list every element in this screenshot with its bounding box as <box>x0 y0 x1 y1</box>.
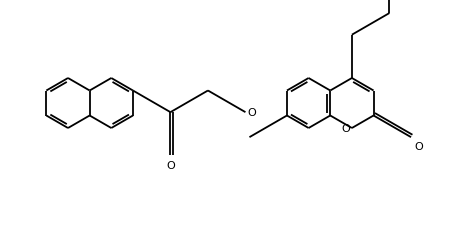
Text: O: O <box>414 142 423 152</box>
Text: O: O <box>166 161 175 171</box>
Text: O: O <box>341 123 350 134</box>
Text: O: O <box>248 108 256 118</box>
